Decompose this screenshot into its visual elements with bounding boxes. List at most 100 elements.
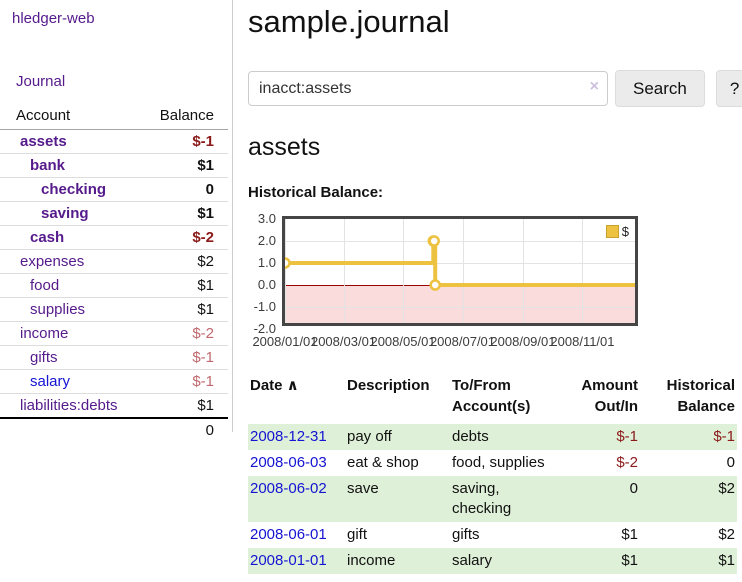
register-date: 2008-12-31 <box>248 424 345 450</box>
register-date: 2008-06-03 <box>248 450 345 476</box>
account-link[interactable]: bank <box>30 157 66 174</box>
x-axis-label: 2008/07/01 <box>429 334 496 349</box>
account-balance: $-2 <box>144 225 228 250</box>
account-link[interactable]: salary <box>30 373 71 390</box>
account-row: cash $-2 <box>0 225 228 250</box>
sidebar-item-journal[interactable]: Journal <box>16 73 66 90</box>
register-amount: $1 <box>621 526 638 543</box>
y-axis-label: 1.0 <box>257 255 276 270</box>
account-balance: $-1 <box>192 133 214 150</box>
transaction-date-link[interactable]: 2008-06-01 <box>250 526 327 543</box>
account-balance: $-1 <box>144 369 228 394</box>
clear-search-icon[interactable]: × <box>589 78 599 95</box>
account-link[interactable]: income <box>20 325 69 342</box>
account-row: income $-2 <box>0 321 228 346</box>
v-gridline <box>343 219 345 323</box>
y-axis-label: 3.0 <box>257 211 276 226</box>
chart-title: Historical Balance: <box>248 184 384 201</box>
register-date: 2008-01-01 <box>248 548 345 574</box>
register-description: eat & shop <box>347 454 419 471</box>
brand-link[interactable]: hledger-web <box>12 10 95 27</box>
register-accounts: gifts <box>452 526 480 543</box>
transaction-date-link[interactable]: 2008-01-01 <box>250 552 327 569</box>
account-link[interactable]: saving <box>41 205 89 222</box>
page-title: sample.journal <box>248 4 450 39</box>
v-gridline <box>403 219 405 323</box>
account-row: bank $1 <box>0 153 228 178</box>
register-amount: $-1 <box>616 428 638 445</box>
register-accounts: salary <box>452 552 493 569</box>
register-row: 2008-01-01 income salary $1 $1 <box>248 548 737 574</box>
accounts-table: Account Balance assets $-1 bank $1 checking 0… <box>0 105 228 442</box>
search-button[interactable]: Search <box>615 70 705 107</box>
register-balance: $1 <box>718 552 735 569</box>
search-bar: × Search ? <box>248 70 742 107</box>
h-gridline <box>285 263 635 264</box>
y-axis-label: -2.0 <box>253 321 276 336</box>
register-table: Date ∧ Description To/From Account(s) Amount… <box>248 373 737 574</box>
balance-series <box>285 235 639 312</box>
account-link[interactable]: food <box>30 277 60 294</box>
x-axis-label: 2008/03/01 <box>310 334 377 349</box>
register-row: 2008-12-31 pay off debts $-1 $-1 <box>248 424 737 450</box>
account-link[interactable]: assets <box>20 133 67 150</box>
register-row: 2008-06-02 save saving, checking 0 $2 <box>248 476 737 522</box>
y-axis-label: 2.0 <box>257 233 276 248</box>
negative-region-shade <box>285 285 635 323</box>
account-link[interactable]: expenses <box>20 253 85 270</box>
account-link[interactable]: supplies <box>30 301 86 318</box>
account-link[interactable]: gifts <box>30 349 58 366</box>
v-gridline <box>522 219 524 323</box>
register-amount: $1 <box>621 552 638 569</box>
account-link[interactable]: checking <box>41 181 107 198</box>
transaction-date-link[interactable]: 2008-12-31 <box>250 428 327 445</box>
y-axis-label: -1.0 <box>253 299 276 314</box>
x-axis-label: 2008/09/01 <box>490 334 556 349</box>
register-accounts: debts <box>452 428 489 445</box>
register-amount: $-2 <box>616 454 638 471</box>
account-row: checking 0 <box>0 177 228 202</box>
account-link[interactable]: cash <box>30 229 65 246</box>
account-link[interactable]: liabilities:debts <box>20 397 118 414</box>
account-row: liabilities:debts $1 <box>0 393 228 418</box>
legend-series-label: $ <box>621 224 629 239</box>
account-balance: 0 <box>144 177 228 202</box>
data-point-marker <box>428 235 440 247</box>
account-heading: assets <box>248 133 321 161</box>
register-amount: 0 <box>629 480 638 497</box>
x-axis-label: 2008/11/01 <box>550 334 615 349</box>
accounts-total-row: 0 <box>0 417 228 442</box>
search-input[interactable] <box>248 71 608 106</box>
chart-plot-area: $ <box>282 216 638 326</box>
main-content: sample.journal × Search ? assets Histori… <box>233 0 742 582</box>
help-button[interactable]: ? <box>715 70 742 107</box>
register-description: income <box>347 552 396 569</box>
sort-ascending-icon[interactable]: ∧ <box>282 377 299 394</box>
register-header-tofrom: To/From Account(s) <box>452 377 531 415</box>
account-balance: $-1 <box>144 345 228 370</box>
register-balance: $2 <box>718 480 735 497</box>
data-point-marker <box>637 303 639 312</box>
register-balance: $2 <box>718 526 735 543</box>
h-gridline <box>285 241 635 242</box>
account-balance: $1 <box>144 201 228 226</box>
register-header-amount: Amount Out/In <box>581 377 638 415</box>
account-balance: $-2 <box>144 321 228 346</box>
account-balance: $2 <box>144 249 228 274</box>
chart-legend: $ <box>603 223 631 240</box>
v-gridline <box>462 219 464 323</box>
register-header-date[interactable]: Date ∧ <box>250 377 299 394</box>
account-row: gifts $-1 <box>0 345 228 370</box>
sidebar: hledger-web Journal Account Balance asse… <box>0 0 233 582</box>
account-balance: $1 <box>144 153 228 178</box>
historical-balance-chart: $ 3.0 2.0 1.0 0.0 -1.0 -2.0 2008/01/01 2008/03/… <box>248 210 718 356</box>
v-gridline <box>285 219 286 323</box>
transaction-date-link[interactable]: 2008-06-02 <box>250 480 327 497</box>
register-description: save <box>347 480 379 497</box>
account-balance: $1 <box>144 297 228 322</box>
transaction-date-link[interactable]: 2008-06-03 <box>250 454 327 471</box>
register-row: 2008-06-03 eat & shop food, supplies $-2 0 <box>248 450 737 476</box>
x-axis-label: 2008/01/01 <box>252 334 318 349</box>
register-description: pay off <box>347 428 392 445</box>
